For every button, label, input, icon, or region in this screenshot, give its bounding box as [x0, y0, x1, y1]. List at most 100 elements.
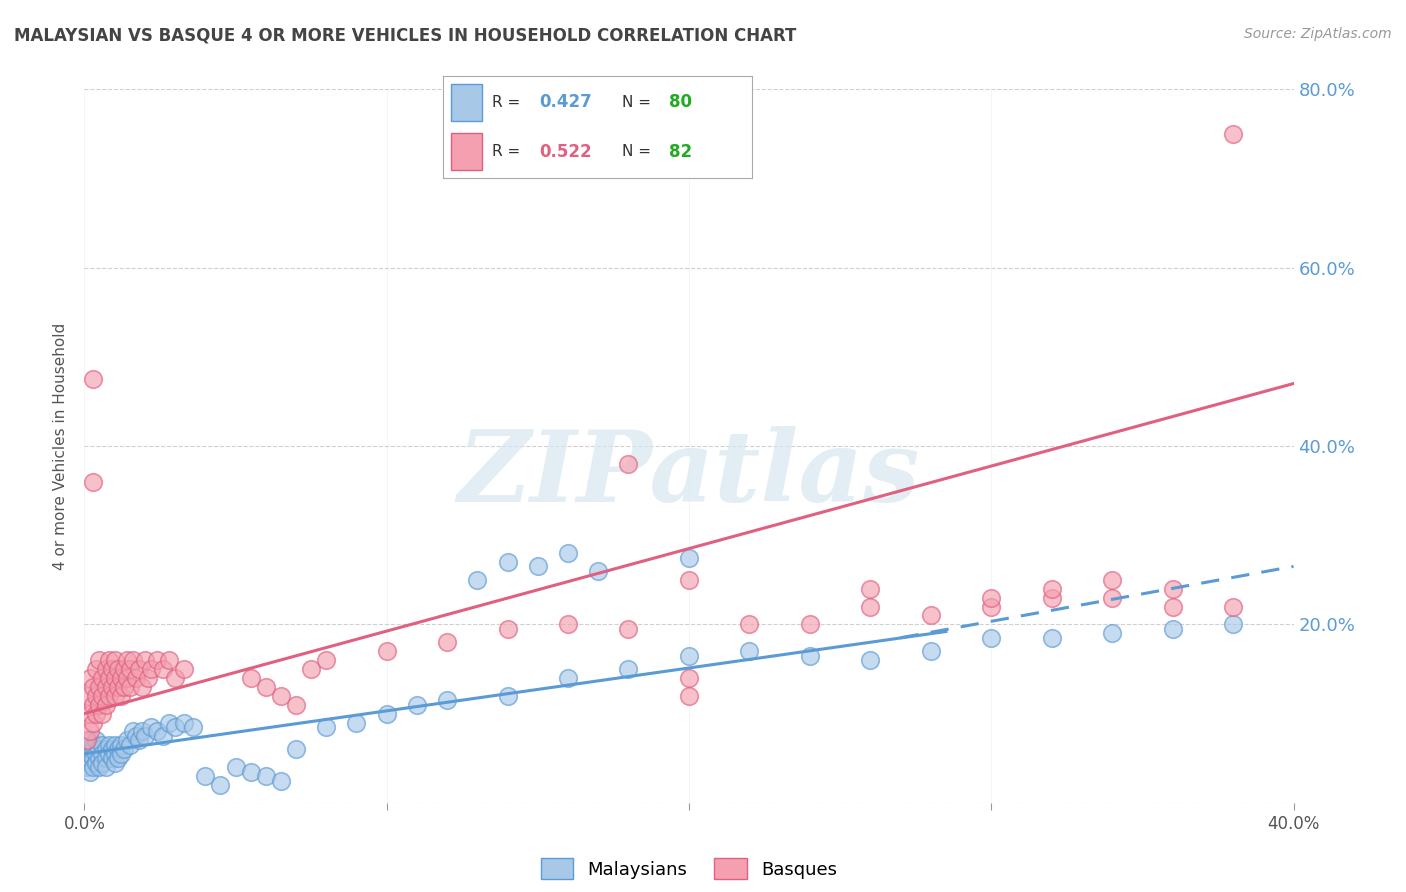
Legend: Malaysians, Basques: Malaysians, Basques: [533, 851, 845, 887]
Point: [115, 671, 138, 685]
Point: [91, 671, 114, 685]
Point: [436, 635, 458, 649]
Point: [1161, 582, 1184, 596]
Point: [110, 671, 132, 685]
Point: [557, 617, 579, 632]
Text: N =: N =: [623, 95, 657, 110]
Point: [181, 720, 204, 734]
Text: R =: R =: [492, 95, 526, 110]
Point: [89, 680, 111, 694]
Point: [86, 662, 108, 676]
Point: [91, 706, 114, 721]
Point: [285, 698, 308, 712]
Point: [100, 742, 122, 756]
Point: [104, 689, 127, 703]
Point: [920, 608, 942, 623]
Point: [107, 742, 129, 756]
Point: [91, 756, 114, 770]
Point: [82, 760, 104, 774]
Point: [107, 751, 129, 765]
Point: [115, 653, 138, 667]
Point: [82, 372, 104, 386]
Text: 0.522: 0.522: [538, 143, 592, 161]
Point: [225, 760, 247, 774]
FancyBboxPatch shape: [450, 84, 481, 121]
Point: [157, 653, 180, 667]
Point: [100, 680, 122, 694]
Point: [94, 742, 117, 756]
Point: [97, 747, 120, 761]
Point: [97, 671, 120, 685]
Point: [91, 738, 114, 752]
Point: [859, 599, 882, 614]
Y-axis label: 4 or more Vehicles in Household: 4 or more Vehicles in Household: [53, 322, 69, 570]
Point: [209, 778, 232, 792]
Point: [980, 591, 1002, 605]
Point: [79, 706, 101, 721]
Point: [82, 751, 104, 765]
Point: [79, 724, 101, 739]
Point: [79, 733, 101, 747]
Point: [91, 747, 114, 761]
Point: [239, 764, 262, 779]
Point: [920, 644, 942, 658]
Point: [89, 751, 111, 765]
Point: [157, 715, 180, 730]
Point: [254, 680, 277, 694]
Point: [112, 742, 135, 756]
Point: [94, 698, 117, 712]
Point: [89, 760, 111, 774]
Point: [859, 653, 882, 667]
Point: [86, 756, 108, 770]
Point: [86, 733, 108, 747]
Point: [104, 756, 127, 770]
Point: [980, 631, 1002, 645]
Text: 0.427: 0.427: [538, 94, 592, 112]
Point: [557, 546, 579, 560]
Point: [82, 742, 104, 756]
Point: [1161, 622, 1184, 636]
Point: [89, 742, 111, 756]
Point: [315, 653, 337, 667]
Point: [82, 475, 104, 489]
Point: [79, 747, 101, 761]
Point: [617, 457, 640, 471]
Point: [678, 689, 700, 703]
Point: [82, 680, 104, 694]
Point: [131, 680, 153, 694]
Point: [82, 698, 104, 712]
Point: [165, 671, 187, 685]
Point: [1222, 599, 1244, 614]
Point: [118, 738, 141, 752]
Point: [121, 653, 143, 667]
Point: [678, 648, 700, 663]
Point: [128, 733, 150, 747]
Point: [194, 769, 217, 783]
Point: [131, 724, 153, 739]
Point: [125, 729, 148, 743]
Point: [107, 662, 129, 676]
Point: [82, 715, 104, 730]
Point: [89, 653, 111, 667]
Text: ZIPatlas: ZIPatlas: [458, 426, 920, 523]
Point: [136, 671, 159, 685]
Point: [100, 662, 122, 676]
Point: [1101, 626, 1123, 640]
Text: R =: R =: [492, 145, 526, 160]
Point: [86, 689, 108, 703]
Point: [467, 573, 489, 587]
Point: [617, 662, 640, 676]
Point: [346, 715, 368, 730]
Point: [799, 648, 821, 663]
Point: [76, 689, 98, 703]
Point: [527, 559, 550, 574]
Point: [315, 720, 337, 734]
Text: 80: 80: [669, 94, 692, 112]
Point: [738, 617, 761, 632]
Point: [94, 680, 117, 694]
Point: [91, 689, 114, 703]
Point: [118, 662, 141, 676]
Point: [980, 599, 1002, 614]
Point: [152, 662, 174, 676]
Point: [76, 751, 98, 765]
